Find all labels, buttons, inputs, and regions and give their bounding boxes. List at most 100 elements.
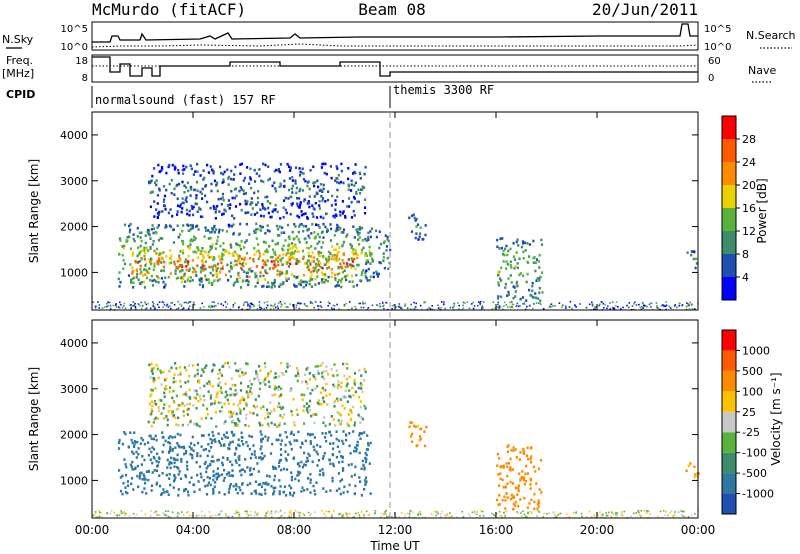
power-cell: [317, 264, 320, 267]
velocity-cell: [160, 492, 164, 495]
velocity-cell: [270, 512, 273, 515]
velocity-cell: [264, 435, 267, 438]
velocity-cell: [499, 472, 502, 476]
velocity-cell: [323, 436, 327, 439]
power-cell: [497, 283, 500, 287]
velocity-cell: [542, 516, 544, 518]
power-cell: [336, 195, 339, 198]
power-cell: [186, 263, 189, 266]
power-cell: [481, 307, 483, 309]
colorbar-tick-label: 4: [742, 271, 749, 284]
power-cell: [327, 304, 329, 307]
power-cell: [144, 308, 147, 310]
velocity-cell: [137, 447, 140, 450]
velocity-x-ticks: 00:00 04:00 08:00 12:00 16:00 20:00 00:00: [75, 320, 715, 537]
velocity-cell: [189, 452, 192, 456]
velocity-cell: [174, 362, 177, 365]
power-cell: [295, 259, 298, 263]
velocity-cell: [202, 394, 205, 398]
power-cell: [346, 265, 349, 268]
power-cell: [364, 254, 367, 257]
velocity-cell: [212, 474, 215, 478]
velocity-cell: [648, 510, 650, 513]
velocity-cell: [664, 514, 666, 516]
velocity-cell: [330, 367, 333, 371]
noise-tick-bottom-left: 10^0: [61, 42, 88, 53]
velocity-cell: [290, 475, 293, 479]
velocity-cell: [537, 467, 540, 471]
power-cell: [466, 301, 469, 303]
power-cell: [246, 271, 249, 275]
power-cell: [280, 184, 283, 188]
velocity-cell: [241, 492, 244, 495]
velocity-cell: [210, 441, 213, 445]
power-cell: [359, 177, 362, 180]
power-cell: [266, 285, 269, 288]
velocity-cell: [224, 395, 227, 399]
velocity-cell: [313, 375, 316, 379]
power-cell: [354, 163, 357, 166]
power-cell: [262, 240, 266, 244]
velocity-cell: [602, 513, 604, 516]
power-cell: [263, 262, 266, 266]
power-cell: [197, 228, 200, 231]
power-cell: [215, 304, 217, 307]
velocity-cell: [365, 480, 368, 483]
velocity-cell: [635, 512, 638, 514]
power-cell: [298, 240, 301, 244]
power-cell: [226, 168, 229, 172]
power-cell: [367, 231, 370, 235]
colorbar-tick-label: -1000: [742, 488, 774, 501]
power-cell: [519, 305, 521, 307]
velocity-cell: [191, 364, 195, 367]
velocity-cell: [198, 379, 201, 382]
power-cell: [360, 248, 364, 252]
power-cell: [498, 305, 501, 308]
power-cell: [309, 169, 312, 172]
power-cell: [628, 302, 631, 304]
power-cell: [338, 278, 341, 282]
power-cell: [264, 269, 267, 272]
velocity-cell: [171, 447, 174, 451]
velocity-cell: [385, 509, 387, 512]
velocity-cell: [273, 376, 276, 380]
velocity-cell: [219, 401, 222, 404]
power-cell: [631, 305, 634, 307]
velocity-cell: [174, 380, 177, 383]
power-cell: [215, 269, 218, 273]
freq-label-2: [MHz]: [2, 67, 34, 80]
power-cell: [144, 262, 148, 266]
velocity-cell: [350, 475, 353, 478]
power-cell: [334, 203, 337, 206]
power-cell: [180, 280, 183, 284]
power-cell: [201, 266, 204, 270]
power-cell: [291, 179, 294, 182]
velocity-cell: [353, 381, 356, 385]
velocity-cell: [163, 391, 166, 395]
velocity-cell: [331, 453, 334, 456]
velocity-cell: [348, 432, 351, 435]
power-cell: [216, 189, 219, 193]
velocity-cell: [162, 370, 165, 374]
velocity-cell: [177, 488, 180, 491]
velocity-cell: [345, 512, 347, 514]
power-cell: [413, 308, 416, 310]
power-cell: [297, 230, 300, 234]
power-cell: [184, 198, 187, 202]
power-cell: [350, 183, 353, 186]
power-cell: [516, 304, 518, 307]
velocity-cell: [192, 483, 196, 486]
velocity-cell: [260, 452, 264, 455]
velocity-cell: [229, 441, 232, 444]
power-cell: [148, 181, 151, 185]
power-cell: [687, 303, 689, 305]
velocity-cell: [597, 514, 599, 516]
velocity-cell: [130, 477, 134, 480]
power-cell: [496, 306, 499, 308]
velocity-cell: [257, 483, 260, 486]
velocity-colorbar-label: Velocity [m s⁻¹]: [769, 372, 783, 465]
power-cell: [497, 274, 500, 277]
power-cell: [311, 269, 314, 273]
velocity-cell: [124, 473, 128, 477]
